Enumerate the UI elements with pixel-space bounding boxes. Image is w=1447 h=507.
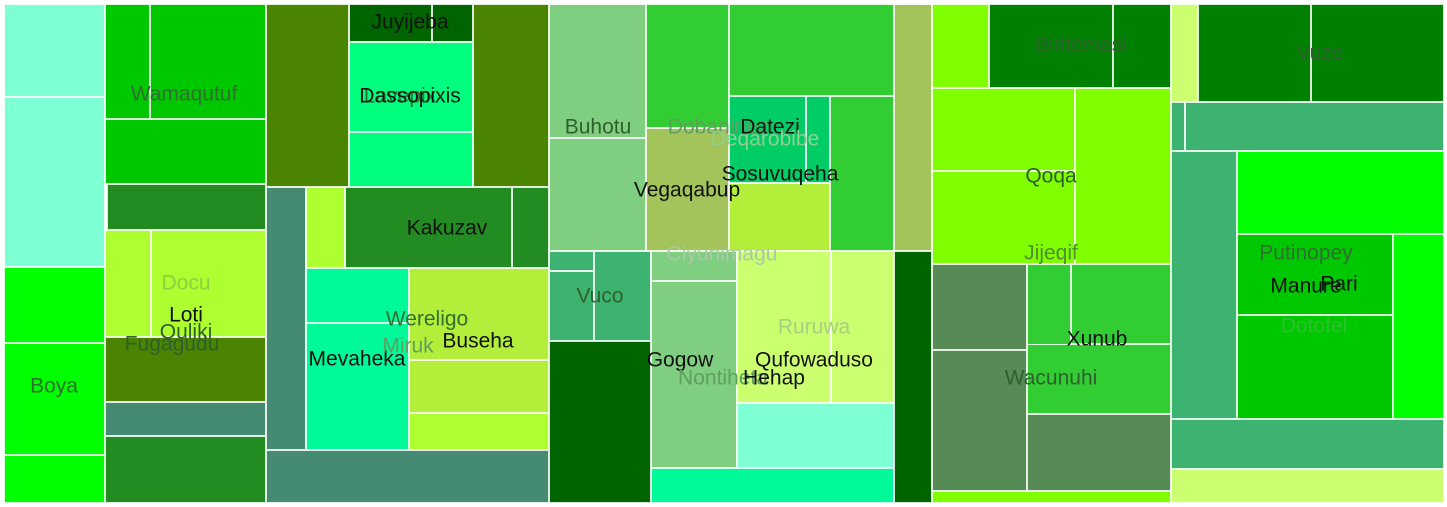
treemap-tile	[4, 455, 105, 503]
treemap-tile	[105, 402, 266, 436]
treemap-tile	[1393, 234, 1444, 419]
treemap-tile	[409, 360, 549, 413]
treemap-tile	[737, 251, 831, 403]
treemap-tile	[105, 337, 266, 402]
treemap-tile	[651, 281, 737, 468]
treemap-tile	[1237, 315, 1393, 419]
treemap-tile	[549, 4, 646, 138]
treemap-tile	[349, 132, 473, 187]
treemap-tile	[1198, 4, 1311, 102]
treemap-tile	[1113, 4, 1171, 88]
treemap-tile	[1171, 151, 1237, 419]
treemap-tile	[306, 187, 345, 268]
treemap-tile	[1311, 4, 1444, 102]
treemap-tile	[1171, 419, 1444, 469]
treemap-tile	[646, 128, 729, 251]
treemap-tile	[409, 268, 549, 360]
treemap-tile	[932, 350, 1027, 491]
treemap-tile	[894, 251, 932, 503]
treemap-tile	[729, 96, 806, 183]
treemap-tile	[932, 171, 1075, 264]
treemap-tile	[651, 251, 737, 281]
treemap-tile	[349, 4, 432, 42]
treemap-tile	[729, 4, 894, 96]
treemap-tile	[932, 88, 1075, 171]
treemap-tile	[409, 413, 549, 450]
treemap-tile	[1071, 264, 1171, 344]
treemap-tile	[266, 4, 349, 187]
treemap-tile	[266, 187, 306, 450]
treemap-tile	[4, 267, 105, 343]
treemap-tile	[4, 97, 105, 267]
treemap-tile	[151, 230, 266, 337]
treemap-tile	[737, 403, 894, 468]
treemap-tile	[646, 4, 729, 128]
treemap-tile	[932, 491, 1171, 503]
treemap-tile	[1237, 234, 1393, 315]
treemap-tile	[1075, 88, 1171, 264]
treemap-tile	[831, 251, 894, 403]
treemap-tile	[989, 4, 1113, 88]
treemap-tile	[594, 251, 651, 341]
treemap-tile	[306, 268, 409, 323]
treemap-tile	[549, 138, 646, 251]
treemap-tile	[266, 450, 549, 503]
treemap-tile	[105, 4, 150, 119]
treemap-tile	[349, 42, 473, 132]
treemap-tile	[1027, 414, 1171, 491]
treemap-tile	[473, 4, 549, 187]
treemap-tile	[105, 436, 266, 503]
treemap-tile	[1185, 102, 1444, 151]
treemap-tile	[1171, 469, 1444, 503]
treemap-tile	[432, 4, 473, 42]
treemap-tile	[150, 4, 266, 119]
treemap-tile	[4, 343, 105, 455]
treemap-tile	[1171, 4, 1198, 102]
treemap-tile	[932, 4, 989, 88]
treemap-tile	[549, 251, 594, 271]
treemap-tile	[549, 271, 594, 341]
treemap-tile	[729, 183, 830, 251]
treemap-tile	[1171, 102, 1185, 151]
treemap-tile	[1027, 344, 1171, 414]
treemap-tile	[512, 187, 549, 268]
treemap-tile	[1237, 151, 1444, 234]
treemap-tile	[306, 323, 409, 450]
treemap-tile	[345, 187, 512, 268]
treemap-tile	[105, 119, 266, 184]
treemap-tile	[894, 4, 932, 251]
treemap-tile	[806, 96, 830, 183]
treemap-tile	[105, 230, 151, 337]
treemap-tile	[830, 96, 894, 251]
treemap-tile	[549, 341, 651, 503]
treemap-tile	[651, 468, 894, 503]
treemap-tile	[107, 184, 266, 230]
treemap-tile	[932, 264, 1027, 350]
treemap-tile	[4, 4, 105, 97]
